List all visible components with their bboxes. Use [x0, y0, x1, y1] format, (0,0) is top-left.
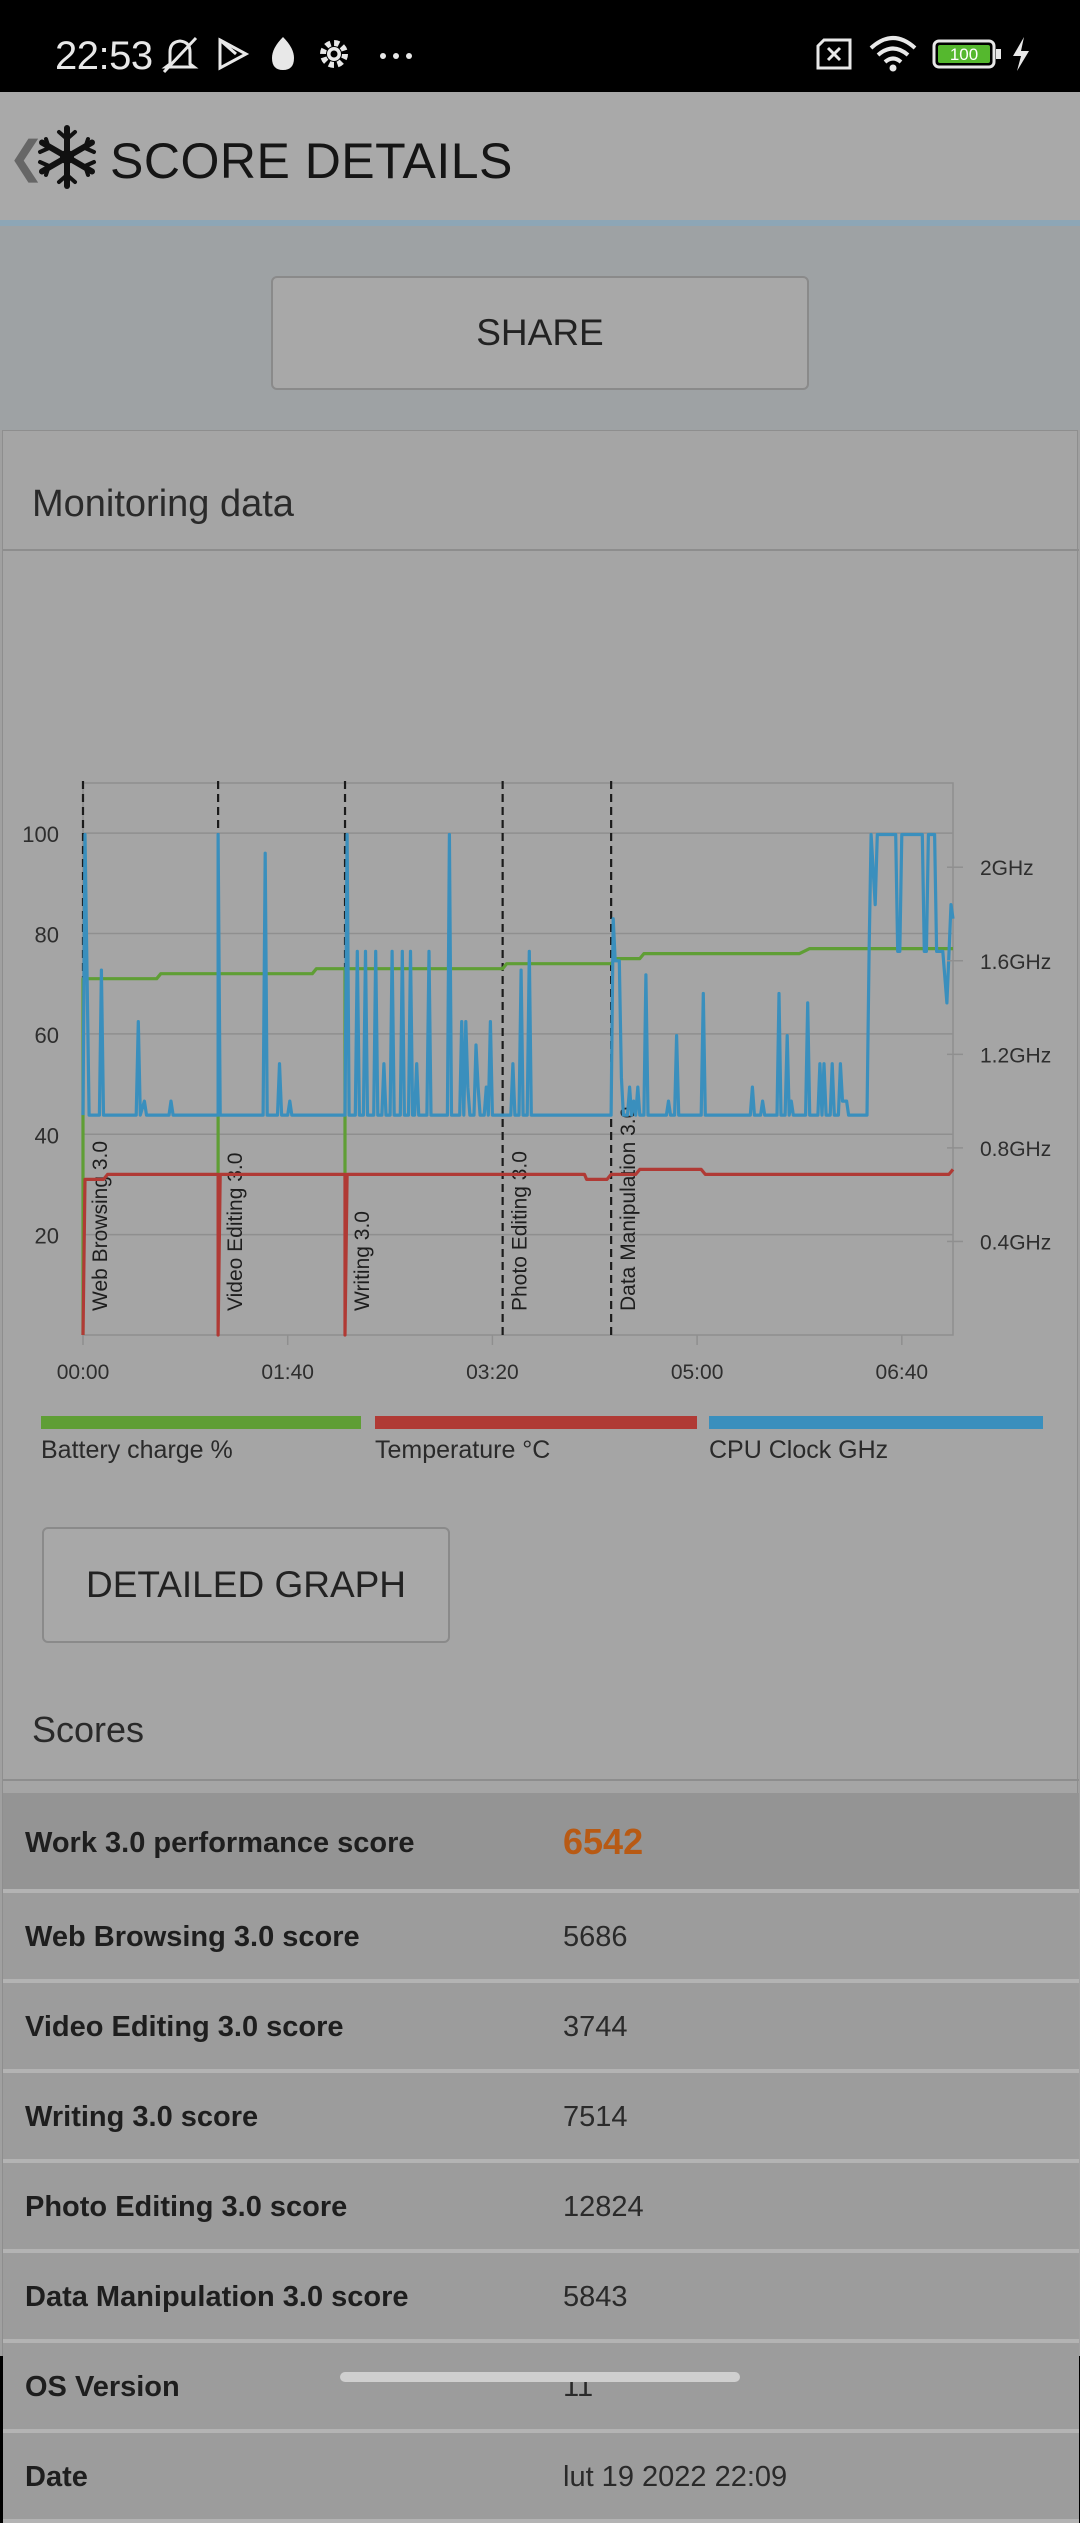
status-time: 22:53	[55, 34, 153, 78]
cpu-legend-label: CPU Clock GHz	[709, 1436, 889, 1464]
status-bar: 22:53 100	[0, 0, 1080, 92]
score-details-content: SHARE Monitoring data Web Browsing 3.0 Vi…	[0, 226, 1080, 2523]
monitoring-divider	[3, 549, 1079, 551]
temperature-legend-label: Temperature °C	[375, 1436, 551, 1464]
monitoring-title: Monitoring data	[32, 483, 294, 525]
score-row: Writing 3.0 score 7514	[3, 2073, 1079, 2163]
chart-axes: 20 40 60 80 100 0.4GHz 0.8GHz 1.2GHz 1.6GHz 2GHz 0…	[22, 822, 1051, 1384]
score-value: 3744	[563, 2011, 628, 2043]
mute-bell-icon	[161, 36, 199, 74]
score-label: Work 3.0 performance score	[25, 1827, 415, 1859]
scores-table: Work 3.0 performance score 6542 Web Browsi…	[3, 1793, 1079, 2523]
battery-icon: 100	[932, 39, 1001, 69]
x-tick-label: 05:00	[671, 1361, 724, 1384]
x-tick-label: 03:20	[466, 1361, 519, 1384]
score-label: Date	[25, 2461, 88, 2493]
test-markers: Web Browsing 3.0 Video Editing 3.0 Writing…	[81, 781, 640, 1335]
monitoring-card: Monitoring data Web Browsing 3.0 Video Ed…	[2, 430, 1079, 2523]
battery-legend-label: Battery charge %	[41, 1436, 233, 1464]
y-left-tick-label: 80	[35, 923, 59, 948]
score-label: Web Browsing 3.0 score	[25, 1921, 360, 1953]
x-tick-label: 01:40	[261, 1361, 314, 1384]
score-label: OS Version	[25, 2371, 180, 2403]
y-right-tick-label: 2GHz	[980, 857, 1034, 880]
share-button[interactable]: SHARE	[271, 276, 809, 390]
y-left-tick-label: 100	[22, 822, 59, 847]
monitoring-chart[interactable]: Web Browsing 3.0 Video Editing 3.0 Writing…	[3, 431, 1079, 1431]
chart-series	[81, 832, 955, 1337]
y-right-tick-label: 0.8GHz	[980, 1138, 1051, 1161]
x-tick-label: 06:40	[876, 1361, 929, 1384]
score-row: Data Manipulation 3.0 score 5843	[3, 2253, 1079, 2343]
test-marker-label: Writing 3.0	[351, 1211, 374, 1311]
gesture-nav-handle[interactable]	[340, 2372, 740, 2382]
score-value: 5843	[563, 2281, 628, 2313]
play-store-icon	[218, 37, 250, 71]
test-marker-label: Web Browsing 3.0	[89, 1141, 112, 1311]
score-row: Web Browsing 3.0 score 5686	[3, 1893, 1079, 1983]
score-value: 5686	[563, 1921, 628, 1953]
app-bar: ❮ SCORE DETAILS	[0, 92, 1080, 220]
overall-score-value: 6542	[563, 1821, 644, 1862]
more-icon	[380, 53, 412, 59]
score-label: Photo Editing 3.0 score	[25, 2191, 348, 2223]
app-bar-divider	[0, 220, 1080, 226]
share-section: SHARE	[0, 226, 1080, 430]
test-marker-label: Video Editing 3.0	[224, 1153, 247, 1311]
score-label: Data Manipulation 3.0 score	[25, 2281, 409, 2313]
score-value: 12824	[563, 2191, 644, 2223]
score-label: Video Editing 3.0 score	[25, 2011, 344, 2043]
scores-title: Scores	[32, 1709, 145, 1750]
y-left-tick-label: 60	[35, 1023, 59, 1048]
battery-legend-swatch	[41, 1416, 361, 1429]
scores-divider	[3, 1779, 1079, 1781]
x-tick-label: 00:00	[57, 1361, 110, 1384]
back-icon[interactable]: ❮	[8, 133, 45, 182]
cpu-legend-swatch	[709, 1416, 1043, 1429]
page-title: SCORE DETAILS	[110, 133, 513, 189]
score-row: Photo Editing 3.0 score 12824	[3, 2163, 1079, 2253]
score-row: Date lut 19 2022 22:09	[3, 2433, 1079, 2523]
score-row: OS Version 11	[3, 2343, 1079, 2433]
flame-app-icon	[272, 37, 294, 70]
score-value: 7514	[563, 2101, 628, 2133]
wifi-icon	[869, 36, 917, 72]
temperature-series-line	[81, 1167, 955, 1337]
cpu-clock-series-line	[81, 832, 955, 1117]
charging-icon	[1013, 37, 1029, 71]
y-right-tick-label: 1.6GHz	[980, 951, 1051, 974]
y-left-tick-label: 20	[35, 1224, 59, 1249]
y-left-tick-label: 40	[35, 1123, 59, 1148]
test-marker-label: Data Manipulation 3.0	[617, 1107, 640, 1311]
test-marker-label: Photo Editing 3.0	[509, 1151, 532, 1311]
temperature-legend-swatch	[375, 1416, 697, 1429]
score-value: lut 19 2022 22:09	[563, 2461, 788, 2493]
snowflake-logo-icon	[38, 125, 96, 189]
no-sim-icon	[816, 38, 852, 70]
score-row: Video Editing 3.0 score 3744	[3, 1983, 1079, 2073]
detailed-graph-button[interactable]: DETAILED GRAPH	[42, 1527, 450, 1643]
settings-icon	[320, 40, 348, 68]
score-label: Writing 3.0 score	[25, 2101, 259, 2133]
y-right-tick-label: 1.2GHz	[980, 1044, 1051, 1067]
score-row: Work 3.0 performance score 6542	[3, 1793, 1079, 1893]
battery-level: 100	[950, 45, 978, 64]
y-right-tick-label: 0.4GHz	[980, 1231, 1051, 1254]
